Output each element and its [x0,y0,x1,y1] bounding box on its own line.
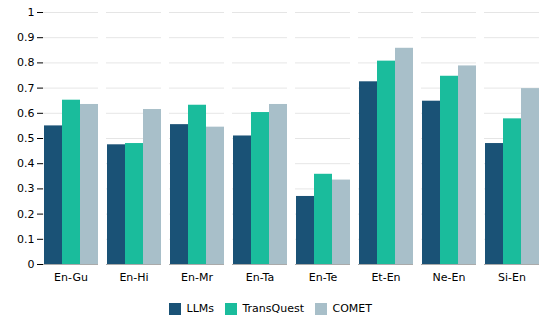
html-text:TransQuest: TransQuest [242,302,304,315]
svg-text:0.3: 0.3 [17,182,35,195]
svg-text:0: 0 [28,258,35,271]
svg-text:En-Gu: En-Gu [54,271,88,284]
svg-text:En-Ta: En-Ta [246,271,275,284]
svg-text:Ne-En: Ne-En [433,271,466,284]
svg-text:0.4: 0.4 [17,157,35,170]
svg-text:En-Te: En-Te [309,271,338,284]
svg-text:En-Mr: En-Mr [181,271,213,284]
svg-text:0.8: 0.8 [17,56,35,69]
svg-text:0.9: 0.9 [17,31,35,44]
html-text:COMET: COMET [332,302,372,315]
svg-text:Et-En: Et-En [371,271,400,284]
svg-text:0.6: 0.6 [17,107,35,120]
html-text:LLMs: LLMs [186,302,214,315]
svg-text:0.1: 0.1 [17,233,35,246]
svg-text:Si-En: Si-En [498,271,526,284]
svg-text:0.5: 0.5 [17,132,35,145]
svg-text:0.7: 0.7 [17,82,35,95]
svg-text:0.2: 0.2 [17,208,35,221]
svg-text:1: 1 [28,6,35,19]
svg-text:En-Hi: En-Hi [119,271,148,284]
